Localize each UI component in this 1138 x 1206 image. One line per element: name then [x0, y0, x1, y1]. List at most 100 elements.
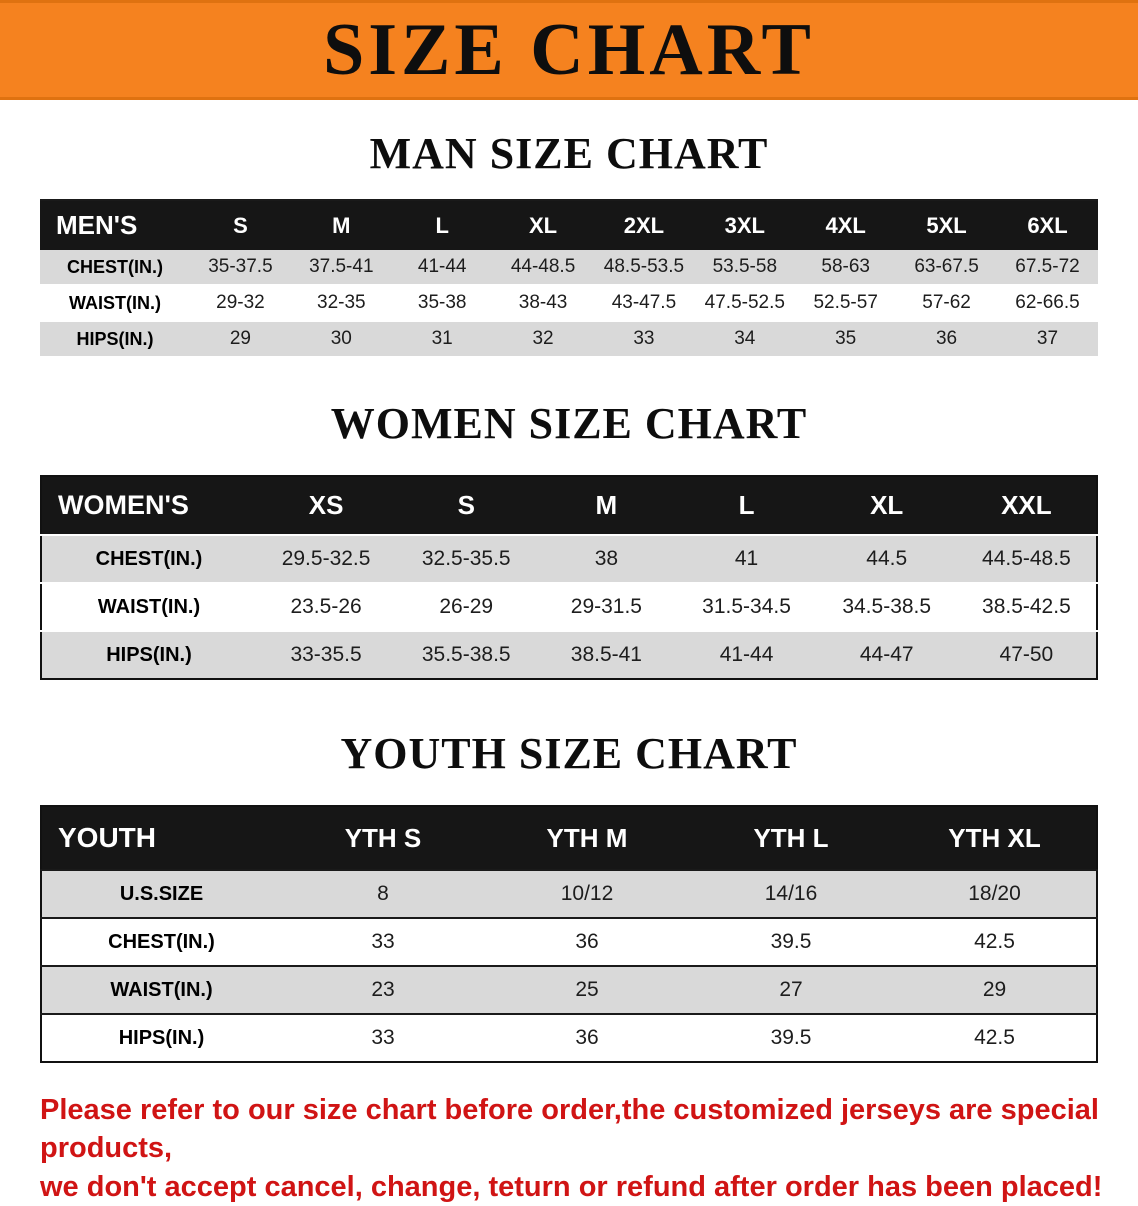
table-cell: 35-37.5 — [208, 256, 273, 277]
table-cell: 32.5-35.5 — [421, 547, 511, 570]
column-header-cell: YTH XL — [893, 806, 1097, 870]
youth-chart-title: YOUTH SIZE CHART — [340, 729, 798, 778]
table-row: CHEST(IN.) 33 36 39.5 42.5 — [41, 918, 1097, 966]
table-cell: 35-38 — [417, 292, 467, 313]
column-header-cell: M — [536, 476, 677, 535]
table-cell: 47-50 — [999, 643, 1054, 666]
row-label-cell: CHEST(IN.) — [95, 547, 203, 570]
table-cell: 23.5-26 — [290, 595, 362, 618]
column-header-cell: S — [190, 200, 291, 250]
men-size-table: MEN'S S M L XL 2XL 3XL 4XL 5XL 6XL CHEST… — [40, 199, 1098, 358]
table-cell: 31.5-34.5 — [702, 595, 791, 618]
row-label-cell: CHEST(IN.) — [108, 930, 215, 953]
table-cell: 44.5 — [866, 547, 908, 570]
table-cell: 57-62 — [922, 292, 971, 313]
table-cell: 48.5-53.5 — [603, 256, 685, 277]
table-cell: 23 — [371, 978, 395, 1001]
table-cell: 33 — [633, 328, 655, 349]
table-cell: 29 — [982, 978, 1007, 1001]
women-section: WOMEN SIZE CHART WOMEN'S XS S M L XL XXL… — [0, 398, 1138, 680]
table-cell: 47.5-52.5 — [704, 292, 785, 313]
table-cell: 41-44 — [719, 643, 774, 666]
table-cell: 36 — [935, 328, 958, 349]
table-cell: 41 — [734, 547, 759, 570]
table-cell: 42.5 — [974, 930, 1015, 953]
table-cell: 14/16 — [764, 882, 818, 905]
table-row: WAIST(IN.) 23.5-26 26-29 29-31.5 31.5-34… — [41, 583, 1097, 631]
column-header-cell: YTH S — [281, 806, 485, 870]
banner-title: SIZE CHART — [323, 8, 815, 91]
table-cell: 58-63 — [821, 256, 870, 277]
table-cell: 31 — [431, 328, 453, 349]
row-label-cell: WAIST(IN.) — [110, 978, 213, 1001]
women-size-table: WOMEN'S XS S M L XL XXL CHEST(IN.) 29.5-… — [40, 475, 1098, 680]
column-header-cell: MEN'S — [40, 200, 190, 250]
table-cell: 29-31.5 — [570, 595, 642, 618]
column-header-cell: L — [391, 200, 493, 250]
row-label-cell: U.S.SIZE — [119, 882, 204, 905]
column-header-cell: L — [676, 476, 817, 535]
table-cell: 44-48.5 — [510, 256, 576, 277]
banner: SIZE CHART — [0, 0, 1138, 100]
row-label-cell: HIPS(IN.) — [106, 643, 192, 666]
table-cell: 42.5 — [974, 1026, 1015, 1049]
table-cell: 39.5 — [770, 930, 812, 953]
row-label-cell: HIPS(IN.) — [76, 328, 154, 349]
row-label-cell: WAIST(IN.) — [69, 292, 161, 313]
table-cell: 33 — [371, 930, 395, 953]
table-row: HIPS(IN.) 33 36 39.5 42.5 — [41, 1014, 1097, 1062]
column-header-cell: XS — [256, 476, 397, 535]
table-cell: 38.5-41 — [570, 643, 642, 666]
table-cell: 8 — [377, 882, 389, 905]
table-cell: 35 — [835, 328, 857, 349]
table-cell: 29 — [229, 328, 251, 349]
table-cell: 38-43 — [518, 292, 568, 313]
table-cell: 44.5-48.5 — [982, 547, 1071, 570]
table-row: WAIST(IN.) 23 25 27 29 — [41, 966, 1097, 1014]
women-header-row: WOMEN'S XS S M L XL XXL — [41, 476, 1097, 535]
table-row: U.S.SIZE 8 10/12 14/16 18/20 — [41, 870, 1097, 918]
table-cell: 33-35.5 — [290, 643, 362, 666]
disclaimer-line-1: Please refer to our size chart before or… — [40, 1094, 1099, 1165]
table-cell: 63-67.5 — [914, 256, 979, 277]
table-cell: 34 — [734, 328, 756, 349]
table-cell: 44-47 — [859, 643, 914, 666]
table-cell: 62-66.5 — [1015, 292, 1080, 313]
table-row: WAIST(IN.) 29-32 32-35 35-38 38-43 43-47… — [40, 285, 1098, 321]
table-cell: 35.5-38.5 — [421, 643, 511, 666]
table-cell: 26-29 — [439, 595, 494, 618]
men-chart-title: MAN SIZE CHART — [369, 129, 769, 178]
column-header-cell: 2XL — [593, 200, 695, 250]
table-row: HIPS(IN.) 29 30 31 32 33 34 35 36 37 — [40, 321, 1098, 357]
column-header-cell: 3XL — [694, 200, 796, 250]
column-header-cell: M — [290, 200, 392, 250]
table-cell: 29.5-32.5 — [281, 547, 371, 570]
table-cell: 27 — [779, 978, 803, 1001]
table-cell: 30 — [330, 328, 352, 349]
table-cell: 36 — [575, 1026, 599, 1049]
column-header-cell: S — [396, 476, 537, 535]
table-cell: 33 — [371, 1026, 395, 1049]
table-row: CHEST(IN.) 35-37.5 37.5-41 41-44 44-48.5… — [40, 250, 1098, 285]
table-cell: 32-35 — [317, 292, 366, 313]
table-row: CHEST(IN.) 29.5-32.5 32.5-35.5 38 41 44.… — [41, 535, 1097, 583]
table-cell: 34.5-38.5 — [842, 595, 932, 618]
table-cell: 67.5-72 — [1015, 256, 1080, 277]
row-label-cell: HIPS(IN.) — [118, 1026, 205, 1049]
table-cell: 52.5-57 — [813, 292, 878, 313]
disclaimer-note: Please refer to our size chart before or… — [40, 1091, 1108, 1206]
table-row: HIPS(IN.) 33-35.5 35.5-38.5 38.5-41 41-4… — [41, 631, 1097, 679]
column-header-cell: 5XL — [896, 200, 997, 250]
column-header-cell: YTH M — [485, 806, 689, 870]
table-cell: 53.5-58 — [712, 256, 778, 277]
table-cell: 36 — [575, 930, 599, 953]
disclaimer-line-2: we don't accept cancel, change, teturn o… — [40, 1170, 1103, 1203]
row-label-cell: CHEST(IN.) — [67, 256, 163, 277]
table-cell: 18/20 — [968, 882, 1021, 905]
table-cell: 32 — [532, 328, 554, 349]
column-header-cell: 4XL — [795, 200, 897, 250]
column-header-cell: WOMEN'S — [41, 476, 256, 535]
women-chart-title: WOMEN SIZE CHART — [330, 399, 808, 448]
men-section: MAN SIZE CHART MEN'S S M L XL 2XL 3XL 4X… — [0, 128, 1138, 358]
table-cell: 39.5 — [770, 1026, 812, 1049]
